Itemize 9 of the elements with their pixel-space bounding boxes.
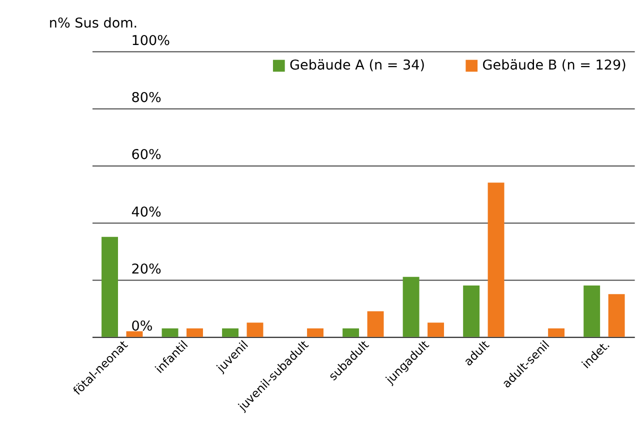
y-tick-label: 0% — [131, 318, 153, 335]
y-tick-label: 40% — [131, 204, 162, 220]
legend-label: Gebäude A (n = 34) — [290, 58, 426, 74]
y-axis-title: n% Sus dom. — [48, 16, 138, 32]
y-tick-label: 20% — [131, 261, 162, 278]
y-tick-label: 60% — [131, 147, 162, 164]
legend-label: Gebäude B (n = 129) — [482, 58, 626, 74]
y-tick-label: 80% — [131, 90, 162, 106]
y-tick-label: 100% — [131, 32, 170, 49]
